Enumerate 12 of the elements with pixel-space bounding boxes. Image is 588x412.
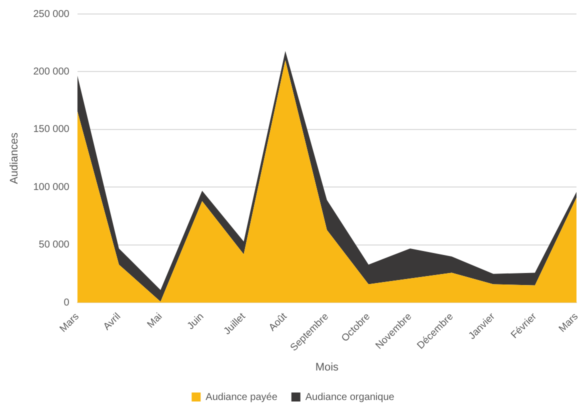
y-tick-label: 250 000: [33, 8, 70, 20]
y-axis-title: Audiances: [8, 132, 21, 184]
legend-label: Audiance payée: [206, 392, 278, 403]
y-tick-label: 0: [64, 297, 70, 308]
x-axis-title: Mois: [315, 361, 340, 374]
x-tick-label: Juin: [185, 311, 206, 332]
legend-label: Audiance organique: [305, 392, 395, 403]
x-tick-label: Mai: [145, 311, 165, 330]
y-tick-label: 150 000: [33, 124, 70, 136]
y-tick-label: 200 000: [33, 66, 70, 78]
y-tick-label: 50 000: [38, 240, 70, 251]
y-tick-label: 100 000: [33, 182, 70, 193]
